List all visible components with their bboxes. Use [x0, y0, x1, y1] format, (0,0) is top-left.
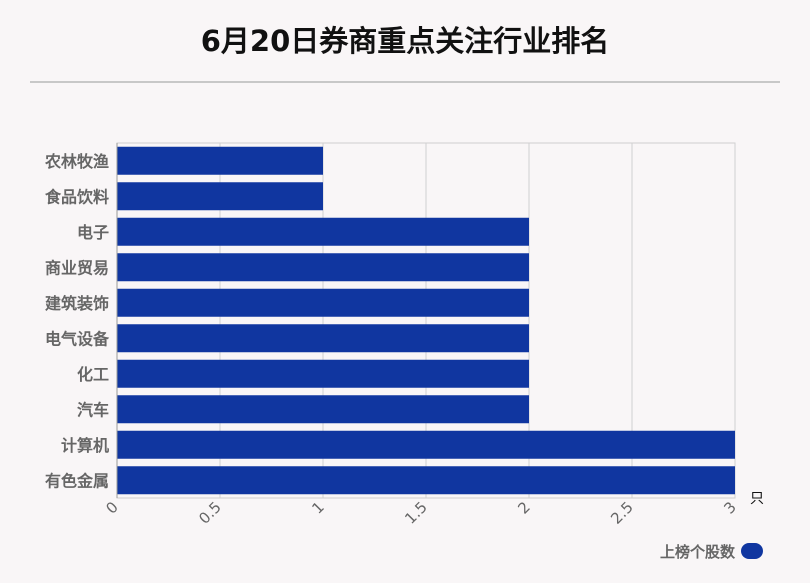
x-tick-label: 1 [308, 498, 327, 517]
bar [117, 288, 529, 317]
legend[interactable]: 上榜个股数 [660, 540, 764, 562]
bar [117, 146, 323, 175]
category-label: 电子 [77, 223, 109, 242]
bar [117, 395, 529, 424]
category-label: 计算机 [61, 436, 109, 455]
legend-label: 上榜个股数 [660, 542, 736, 561]
bar [117, 182, 323, 211]
axis-unit-label: 只 [750, 491, 764, 507]
bar [117, 217, 529, 246]
x-tick-label: 3 [720, 498, 739, 517]
category-label: 商业贸易 [45, 258, 109, 277]
legend-swatch [741, 543, 764, 559]
chart-title: 6月20日券商重点关注行业排名 [200, 24, 610, 58]
title-divider [30, 81, 780, 83]
category-label: 农林牧渔 [44, 152, 109, 171]
bar [117, 253, 529, 282]
x-tick-label: 1.5 [401, 498, 431, 528]
x-tick-label: 0 [102, 498, 121, 517]
bar [117, 430, 735, 459]
bar [117, 466, 735, 495]
x-tick-label: 2.5 [607, 498, 637, 528]
category-label: 有色金属 [45, 471, 109, 490]
category-label: 食品饮料 [44, 187, 109, 206]
x-tick-label: 0.5 [195, 498, 225, 528]
category-label: 电气设备 [45, 329, 110, 348]
bar [117, 324, 529, 353]
category-label: 建筑装饰 [45, 294, 109, 313]
category-label: 化工 [77, 365, 109, 384]
x-tick-label: 2 [514, 498, 533, 517]
bar [117, 359, 529, 388]
category-label: 汽车 [77, 400, 109, 419]
